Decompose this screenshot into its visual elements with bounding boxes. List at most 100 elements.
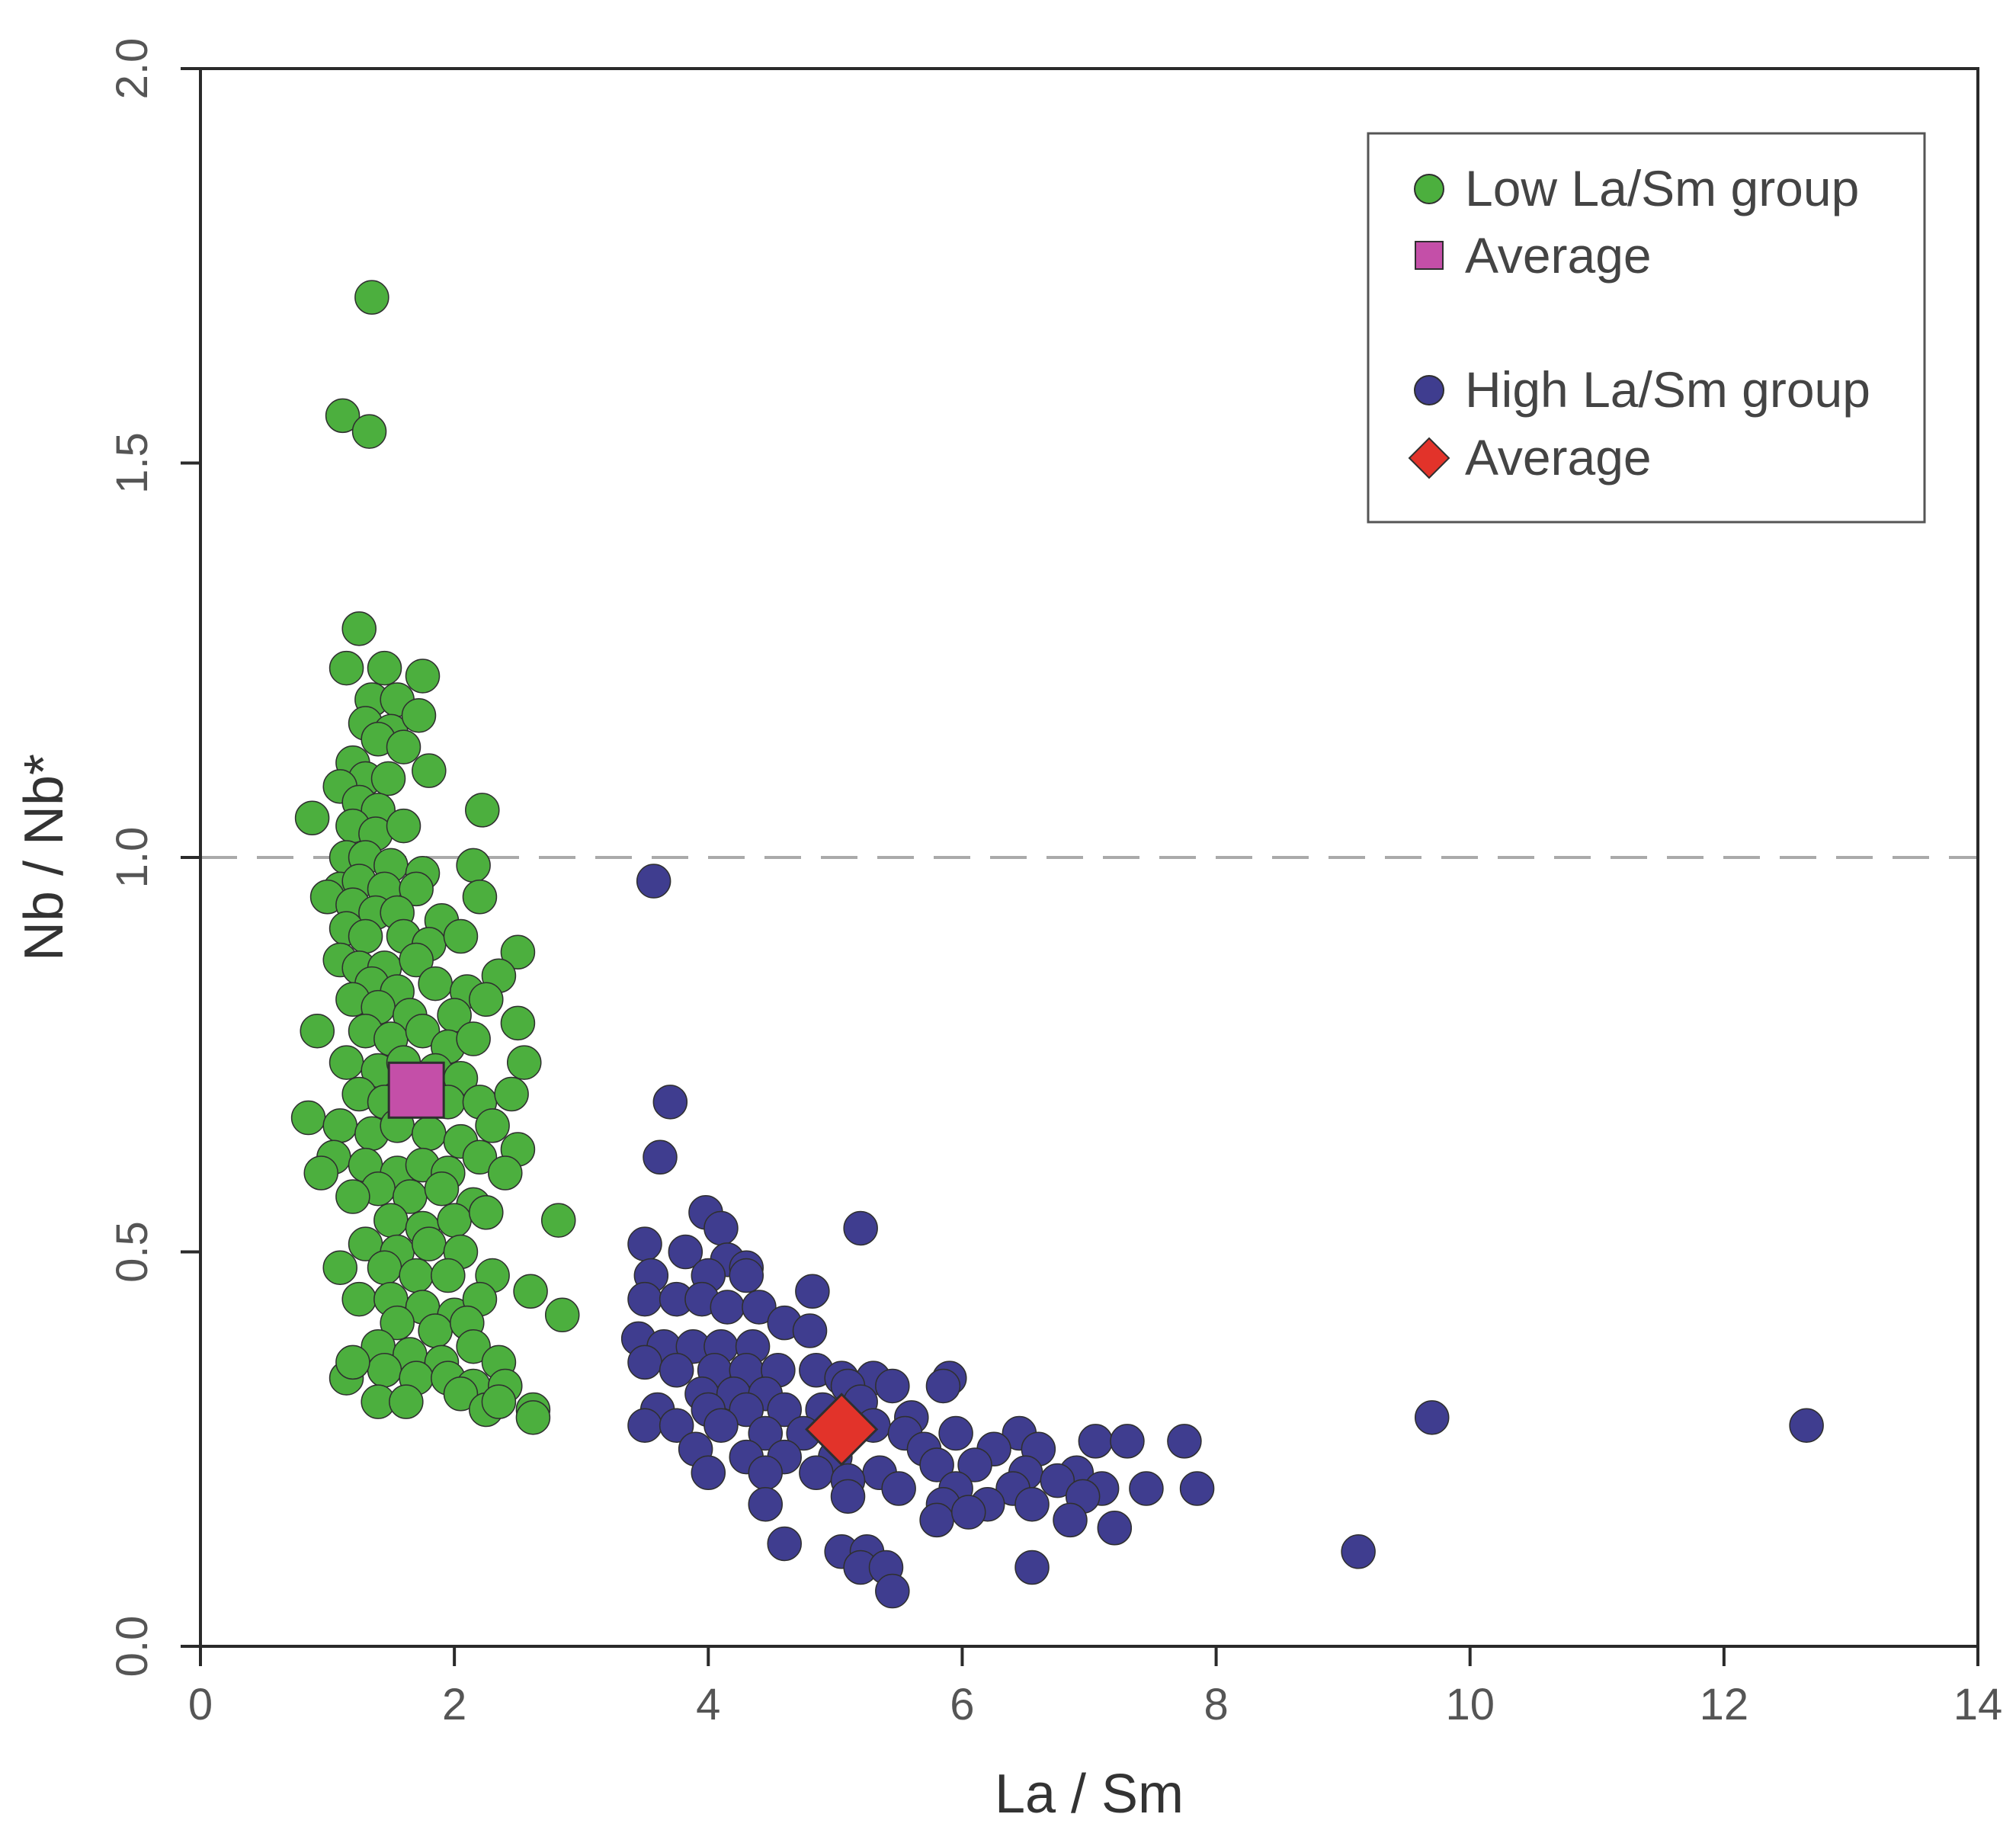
low-group-point (481, 1384, 517, 1419)
low-group-point (405, 659, 441, 694)
low-group-point (348, 918, 383, 954)
low-group-point (544, 1297, 580, 1333)
low-group-point (386, 808, 421, 844)
x-tick-label: 8 (1204, 1680, 1228, 1729)
low-group-point (322, 1250, 357, 1285)
high-group-point (881, 1471, 916, 1506)
axes: 0 2 4 6 8 10 12 14 0.0 0.5 1.0 1.5 2.0 (107, 38, 2002, 1729)
x-tick-label: 2 (442, 1680, 466, 1729)
low-group-point (488, 1155, 523, 1191)
high-group-point (1789, 1408, 1824, 1443)
low-group-point (405, 1013, 441, 1049)
high-group-point (1414, 1400, 1450, 1435)
low-group-point (370, 761, 406, 796)
high-group-point (919, 1502, 954, 1538)
low-group-point (431, 1258, 466, 1293)
low-group-point (412, 1226, 447, 1261)
low-group-point (437, 1203, 472, 1238)
low-group-point (335, 1344, 370, 1380)
y-tick-label: 0.0 (107, 1616, 157, 1678)
high-group-point (668, 1234, 704, 1270)
low-group-point (322, 1108, 357, 1143)
high-group-average-marker (805, 1393, 879, 1466)
low-group-point (329, 650, 364, 686)
low-group-point (389, 1384, 424, 1419)
y-tick-label: 1.5 (107, 432, 157, 494)
low-group-point (443, 1377, 479, 1412)
low-group-point (399, 942, 434, 978)
low-group-point (456, 848, 491, 883)
high-group-point (795, 1274, 830, 1309)
low-group-point (341, 611, 377, 646)
high-group-point (767, 1526, 802, 1562)
legend: Low La/Sm group Average High La/Sm group… (1367, 132, 1926, 524)
x-tick-label: 0 (188, 1680, 213, 1729)
low-group-point (500, 1005, 536, 1041)
high-group-point (710, 1290, 745, 1325)
x-axis-title: La / Sm (995, 1764, 1184, 1825)
low-group-point (386, 729, 421, 764)
x-tick-label: 14 (1954, 1680, 2003, 1729)
high-group-point (1341, 1534, 1376, 1569)
high-group-point (1167, 1424, 1202, 1459)
low-group-point (290, 1100, 326, 1136)
low-group-point (507, 1045, 542, 1080)
high-group-point (792, 1313, 828, 1348)
low-group-point (424, 1171, 460, 1207)
high-group-point (951, 1495, 986, 1530)
high-group-point (748, 1455, 783, 1491)
high-group-point (1129, 1471, 1164, 1506)
high-group-point (704, 1210, 739, 1246)
low-group-point (373, 1203, 409, 1238)
low-group-average-marker (387, 1061, 445, 1119)
high-group-point (659, 1353, 694, 1388)
legend-marker-high-group (1414, 375, 1444, 405)
high-group-point (1053, 1502, 1088, 1538)
legend-marker-high-average (1408, 437, 1450, 479)
low-group-point (399, 871, 434, 907)
low-group-point (500, 934, 536, 969)
low-group-point (303, 1155, 338, 1191)
low-group-point (443, 918, 479, 954)
high-group-point (1179, 1471, 1215, 1506)
high-group-point (1014, 1486, 1050, 1522)
low-group-point (341, 1281, 377, 1317)
high-group-point (919, 1447, 954, 1482)
low-group-point (335, 1179, 370, 1214)
x-tick-label: 10 (1445, 1680, 1495, 1729)
y-tick-label: 2.0 (107, 38, 157, 100)
low-group-point (418, 1313, 453, 1348)
high-group-point (875, 1368, 910, 1404)
high-group-point (1040, 1463, 1075, 1498)
low-group-point (540, 1203, 576, 1238)
y-axis-title: Nb / Nb* (14, 754, 75, 961)
high-group-point (704, 1408, 739, 1443)
low-group-point (401, 697, 437, 733)
high-group-point (627, 1344, 662, 1380)
high-group-point (729, 1392, 764, 1428)
low-group-point (329, 1045, 364, 1080)
y-tick-label: 0.5 (107, 1221, 157, 1283)
high-group-point (799, 1455, 834, 1491)
low-group-point (462, 1139, 498, 1175)
low-group-point (367, 650, 402, 686)
low-group-point (475, 1108, 510, 1143)
low-group-point (465, 793, 500, 828)
legend-label-high-group: High La/Sm group (1465, 361, 1870, 418)
low-group-point (367, 1250, 402, 1285)
x-tick-label: 4 (696, 1680, 720, 1729)
high-group-point (691, 1455, 726, 1491)
legend-marker-low-group (1414, 174, 1444, 204)
low-group-point (367, 1353, 402, 1388)
low-group-point (351, 414, 387, 449)
high-group-point (957, 1447, 992, 1482)
high-group-point (1097, 1511, 1133, 1546)
x-tick-label: 12 (1700, 1680, 1749, 1729)
y-tick-label: 1.0 (107, 827, 157, 889)
low-group-point (469, 982, 504, 1018)
high-group-point (627, 1408, 662, 1443)
low-group-point (462, 880, 498, 915)
high-group-point (748, 1415, 783, 1451)
